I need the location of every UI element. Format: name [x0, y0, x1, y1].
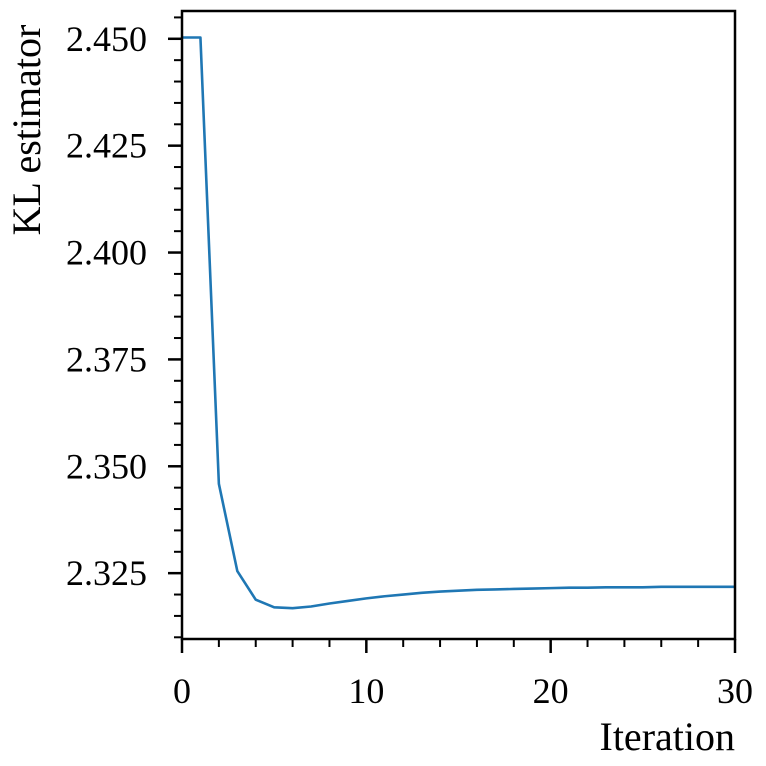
x-tick-label: 20: [533, 671, 569, 711]
y-axis-label: KL estimator: [4, 25, 49, 236]
x-tick-label: 0: [173, 671, 191, 711]
ticks-layer: 0 10 20 30 2.325 2.350 2.375 2.400 2.425 2.450: [66, 16, 753, 711]
y-tick-label: 2.325: [66, 553, 147, 593]
x-tick-label: 30: [717, 671, 753, 711]
y-tick-label: 2.450: [66, 19, 147, 59]
y-tick-label: 2.375: [66, 339, 147, 379]
plot-frame: [180, 9, 737, 641]
series-line-0: [182, 36, 735, 610]
series-layer: [182, 36, 735, 610]
x-axis-label: Iteration: [600, 714, 736, 759]
y-tick-label: 2.400: [66, 233, 147, 273]
y-tick-label: 2.425: [66, 126, 147, 166]
y-tick-label: 2.350: [66, 446, 147, 486]
x-tick-label: 10: [348, 671, 384, 711]
